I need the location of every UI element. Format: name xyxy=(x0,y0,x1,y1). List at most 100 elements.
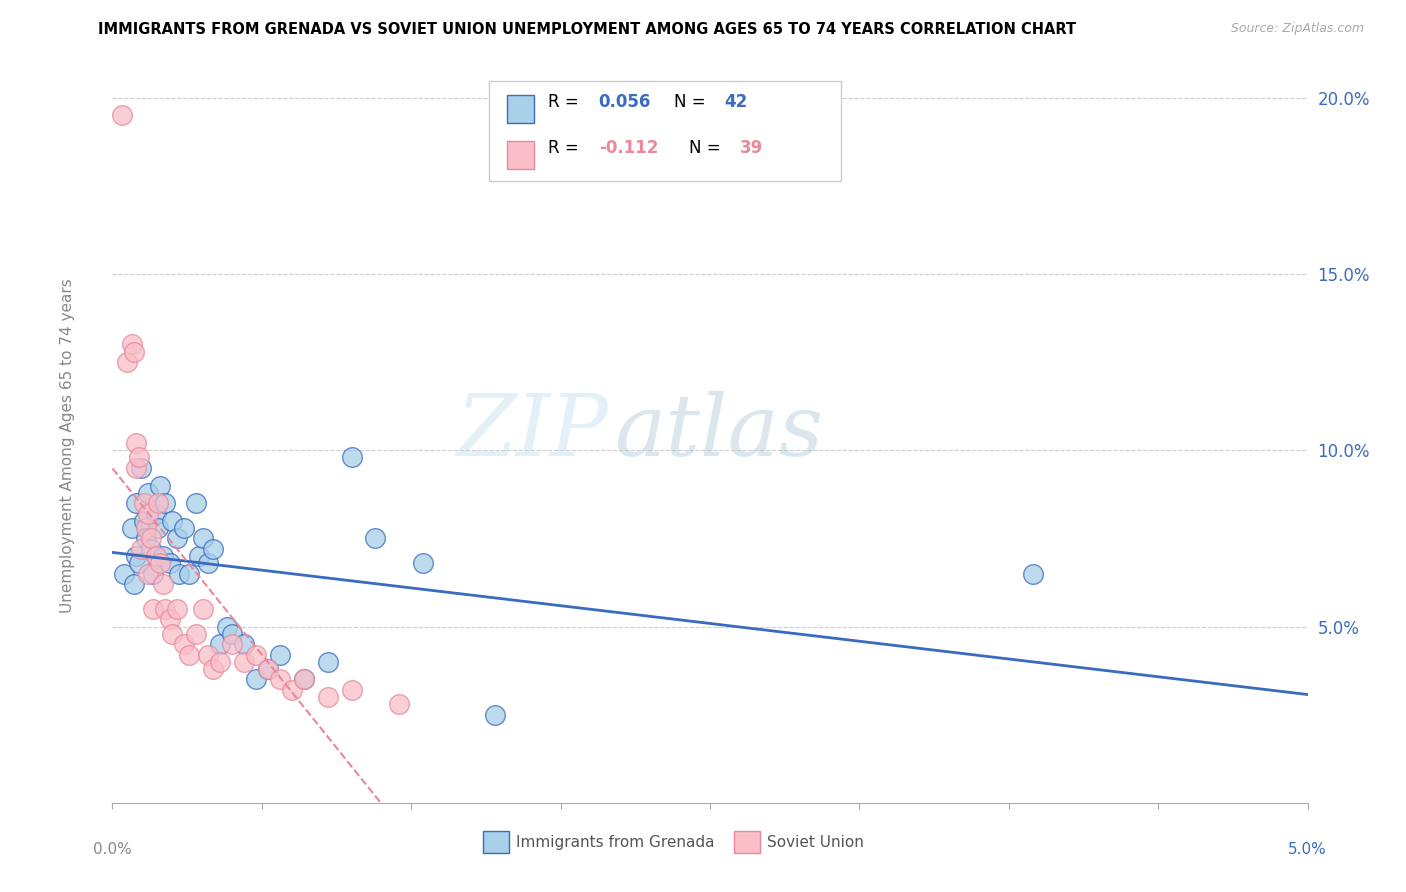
Point xyxy=(111,108,134,122)
Text: Unemployment Among Ages 65 to 74 years: Unemployment Among Ages 65 to 74 years xyxy=(60,278,75,614)
Point xyxy=(162,514,183,528)
Point xyxy=(145,507,167,521)
Point xyxy=(162,626,183,640)
Point xyxy=(132,514,155,528)
Point xyxy=(152,549,174,563)
Point xyxy=(269,648,291,662)
Text: Immigrants from Grenada: Immigrants from Grenada xyxy=(516,835,714,849)
Text: 0.0%: 0.0% xyxy=(93,842,132,856)
Text: ZIP: ZIP xyxy=(457,392,609,474)
Point xyxy=(221,626,243,640)
Point xyxy=(138,507,160,521)
Point xyxy=(125,549,148,563)
Point xyxy=(142,602,165,616)
Text: IMMIGRANTS FROM GRENADA VS SOVIET UNION UNEMPLOYMENT AMONG AGES 65 TO 74 YEARS C: IMMIGRANTS FROM GRENADA VS SOVIET UNION … xyxy=(98,22,1077,37)
Point xyxy=(149,478,172,492)
Point xyxy=(152,577,174,591)
Point xyxy=(197,556,219,570)
Point xyxy=(217,619,239,633)
Point xyxy=(484,707,506,722)
Point xyxy=(316,690,339,704)
Point xyxy=(316,655,339,669)
Point xyxy=(193,602,215,616)
Point xyxy=(364,532,387,546)
Text: N =: N = xyxy=(689,139,727,157)
Point xyxy=(173,521,195,535)
Text: 42: 42 xyxy=(724,94,748,112)
Point xyxy=(138,566,160,581)
Point xyxy=(142,566,165,581)
Point xyxy=(281,683,304,698)
Point xyxy=(128,556,150,570)
Point xyxy=(292,673,315,687)
Point xyxy=(340,683,363,698)
Point xyxy=(209,637,232,651)
Point xyxy=(173,637,195,651)
Point xyxy=(121,337,143,351)
Text: 39: 39 xyxy=(740,139,763,157)
Bar xyxy=(508,95,534,123)
Bar xyxy=(734,831,761,853)
Point xyxy=(129,461,152,475)
Point xyxy=(257,662,280,676)
Point xyxy=(169,566,191,581)
Point xyxy=(138,485,160,500)
Point xyxy=(139,532,162,546)
Text: Source: ZipAtlas.com: Source: ZipAtlas.com xyxy=(1230,22,1364,36)
Text: N =: N = xyxy=(673,94,711,112)
Point xyxy=(201,541,224,556)
Point xyxy=(146,521,169,535)
Point xyxy=(221,637,243,651)
Point xyxy=(257,662,280,676)
Bar xyxy=(489,81,842,181)
Text: Soviet Union: Soviet Union xyxy=(768,835,865,849)
Point xyxy=(197,648,219,662)
Text: 0.056: 0.056 xyxy=(599,94,651,112)
Point xyxy=(186,626,208,640)
Bar xyxy=(508,141,534,169)
Point xyxy=(132,496,155,510)
Point xyxy=(153,602,176,616)
Point xyxy=(201,662,224,676)
Point xyxy=(245,673,267,687)
Point xyxy=(388,697,411,711)
Point xyxy=(128,450,150,465)
Point xyxy=(129,541,152,556)
Point xyxy=(153,496,176,510)
Point xyxy=(166,532,188,546)
Point xyxy=(125,496,148,510)
Point xyxy=(122,577,145,591)
Point xyxy=(121,521,143,535)
Point xyxy=(135,532,157,546)
Point xyxy=(177,566,200,581)
Point xyxy=(193,532,215,546)
Point xyxy=(146,496,169,510)
Point xyxy=(122,344,145,359)
Point xyxy=(159,612,181,626)
Point xyxy=(135,521,157,535)
Point xyxy=(166,602,188,616)
Text: atlas: atlas xyxy=(614,392,824,474)
Point xyxy=(340,450,363,465)
Point xyxy=(186,496,208,510)
Point xyxy=(233,637,256,651)
Text: -0.112: -0.112 xyxy=(599,139,658,157)
Text: R =: R = xyxy=(548,139,585,157)
Point xyxy=(292,673,315,687)
Point xyxy=(149,556,172,570)
Point xyxy=(125,436,148,450)
Point xyxy=(269,673,291,687)
Point xyxy=(139,541,162,556)
Point xyxy=(145,549,167,563)
Point xyxy=(412,556,434,570)
Point xyxy=(1022,566,1045,581)
Point xyxy=(125,461,148,475)
Text: 5.0%: 5.0% xyxy=(1288,842,1327,856)
Point xyxy=(233,655,256,669)
Point xyxy=(114,566,135,581)
Point xyxy=(209,655,232,669)
Point xyxy=(115,355,138,369)
Text: R =: R = xyxy=(548,94,585,112)
Point xyxy=(177,648,200,662)
Point xyxy=(245,648,267,662)
